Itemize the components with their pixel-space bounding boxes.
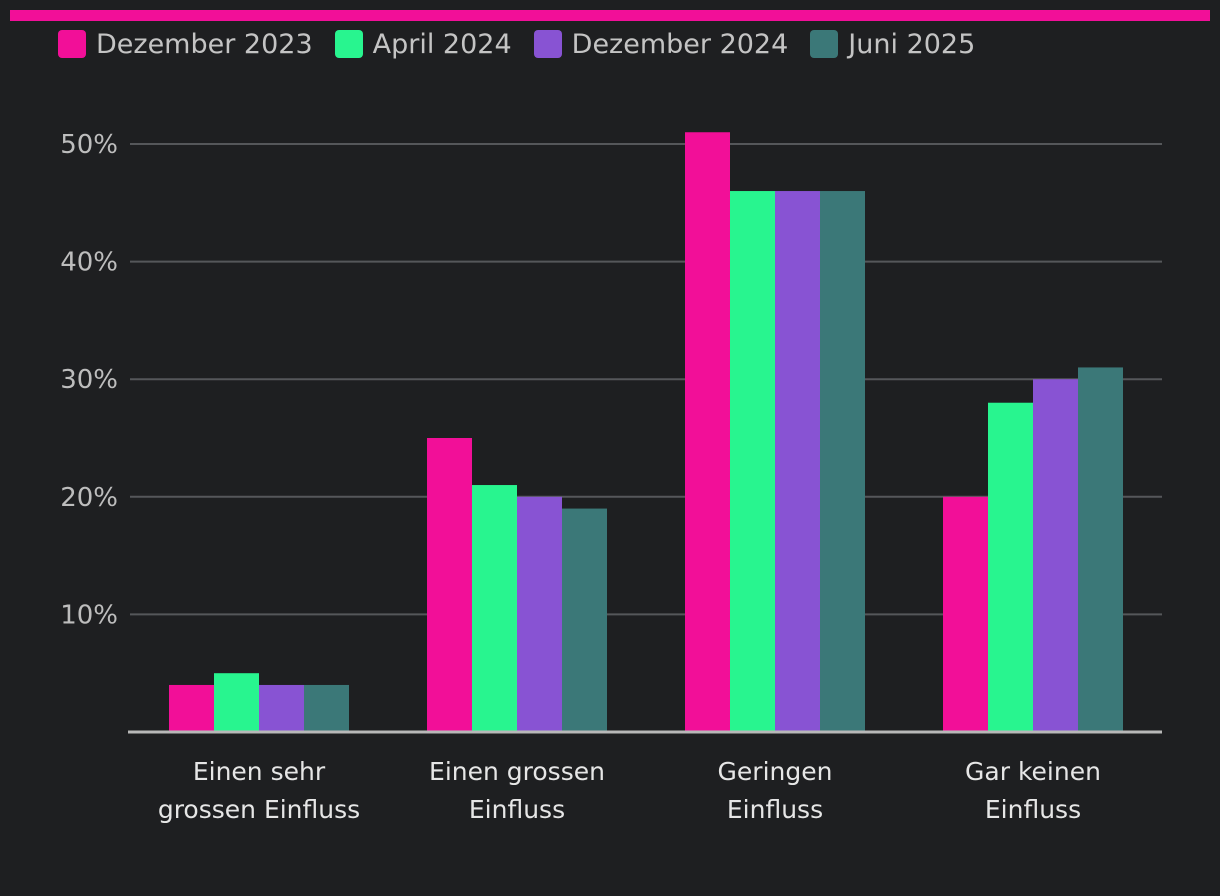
x-tick-label-line: Einfluss [469, 795, 565, 824]
x-tick-label-line: Geringen [718, 757, 833, 786]
x-tick-label-line: Einen sehr [193, 757, 326, 786]
bar [169, 684, 214, 732]
bar [820, 191, 865, 733]
legend-swatch [58, 30, 86, 58]
x-tick-label: Einen grossen Einfluss [429, 757, 605, 824]
legend-item-dezember-2024[interactable]: Dezember 2024 [533, 28, 789, 60]
bar [517, 496, 562, 732]
x-tick-label-line: Einfluss [727, 795, 823, 824]
legend-swatch [334, 30, 363, 58]
legend-swatch [810, 30, 839, 58]
bar [988, 402, 1033, 732]
x-tick-label-line: Einen grossen [429, 757, 605, 786]
bar [562, 508, 607, 732]
bar [775, 191, 820, 733]
bar [304, 684, 349, 732]
x-tick-label-line: Einfluss [985, 795, 1081, 824]
legend-label: Dezember 2024 [571, 28, 789, 60]
legend-item-dezember-2023[interactable]: Dezember 2023 [58, 29, 313, 60]
legend-swatch [533, 30, 562, 58]
top-accent-bar [10, 10, 1210, 21]
bar [472, 485, 517, 732]
bar [685, 132, 730, 733]
x-tick-label: Einen sehr grossen Einfluss [158, 757, 360, 824]
x-tick-label-line: Gar keinen [965, 757, 1101, 786]
y-tick-label: 10% [60, 600, 118, 630]
y-tick-label: 20% [60, 483, 118, 513]
bar [1078, 367, 1123, 732]
legend-label: April 2024 [372, 28, 512, 60]
legend-label: Juni 2025 [848, 28, 976, 60]
bar [1033, 379, 1078, 732]
y-tick-label: 50% [60, 130, 118, 160]
bar [214, 673, 259, 732]
legend-item-juni-2025[interactable]: Juni 2025 [810, 29, 975, 60]
legend: Dezember 2023 April 2024 Dezember 2024 J… [58, 26, 997, 62]
bar [259, 684, 304, 732]
x-tick-label: Gar keinen Einfluss [965, 757, 1101, 824]
y-tick-label: 30% [60, 365, 118, 395]
bar [427, 438, 472, 732]
legend-item-april-2024[interactable]: April 2024 [334, 28, 512, 60]
x-tick-label-line: grossen Einfluss [158, 795, 360, 824]
y-tick-label: 40% [60, 248, 118, 278]
legend-label: Dezember 2023 [96, 28, 313, 60]
x-tick-label: Geringen Einfluss [718, 757, 833, 824]
bar [730, 191, 775, 733]
bar [943, 496, 988, 732]
